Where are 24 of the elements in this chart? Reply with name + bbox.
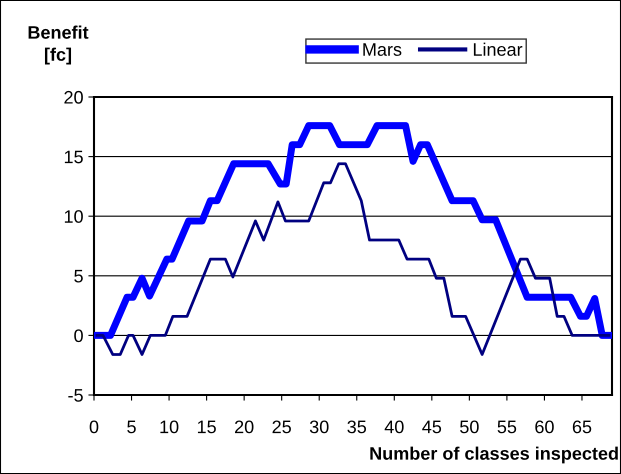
legend-label: Linear	[474, 42, 522, 56]
x-axis-title: Number of classes inspected	[370, 446, 618, 464]
x-tick-label: 65	[572, 420, 592, 434]
x-tick-label: 5	[127, 420, 136, 434]
y-tick-label: 5	[74, 270, 83, 283]
y-tick-label: 20	[64, 90, 83, 104]
x-tick-label: 45	[422, 420, 442, 434]
x-tick-label: 35	[347, 420, 366, 434]
x-tick-label: 25	[272, 420, 291, 434]
x-tick-label: 50	[460, 420, 479, 434]
x-tick-label: 55	[498, 420, 516, 434]
y-axis-title: Benefit [fc]	[28, 26, 88, 64]
x-tick-label: 60	[535, 420, 554, 434]
y-tick-label: 0	[74, 329, 83, 342]
y-tick-label: 10	[64, 210, 83, 223]
x-tick-label: 40	[384, 420, 404, 434]
y-tick-label: -5	[68, 389, 83, 402]
y-tick-label: 15	[64, 150, 83, 164]
x-tick-label: 15	[198, 420, 216, 434]
legend-label: Mars	[363, 43, 402, 56]
x-tick-label: 20	[235, 420, 254, 434]
x-tick-label: 10	[160, 420, 178, 434]
x-tick-label: 30	[310, 420, 329, 434]
x-tick-label: 0	[90, 420, 98, 434]
